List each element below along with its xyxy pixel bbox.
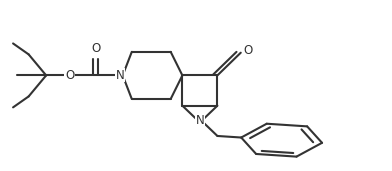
Text: O: O [65,69,74,82]
Text: N: N [196,114,204,127]
Text: O: O [243,44,252,57]
Text: N: N [116,69,125,82]
Text: O: O [91,42,100,55]
